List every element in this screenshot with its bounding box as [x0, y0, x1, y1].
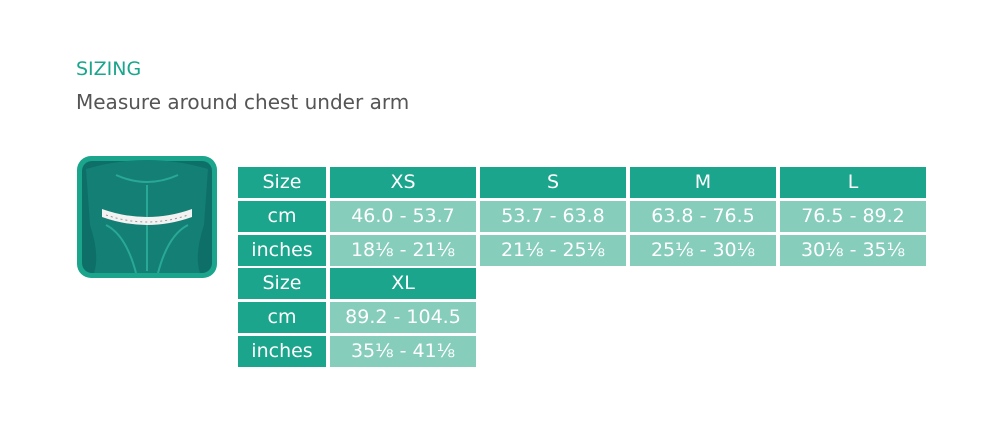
unit-cell: inches: [238, 336, 326, 367]
value-cell: 21⅛ - 25⅛: [480, 235, 626, 266]
header-cell: M: [630, 167, 776, 198]
header-cell: XL: [330, 268, 476, 299]
chest-icon: [77, 156, 217, 278]
tape-ticks: [105, 214, 189, 223]
tape: [102, 209, 192, 225]
value-cell: 89.2 - 104.5: [330, 302, 476, 333]
title: SIZING: [76, 58, 142, 80]
value-cell: 63.8 - 76.5: [630, 201, 776, 232]
header-cell: Size: [238, 268, 326, 299]
header-cell: L: [780, 167, 926, 198]
header-cell: S: [480, 167, 626, 198]
unit-cell: cm: [238, 302, 326, 333]
value-cell: 53.7 - 63.8: [480, 201, 626, 232]
header-cell: Size: [238, 167, 326, 198]
value-cell: 30⅛ - 35⅛: [780, 235, 926, 266]
unit-cell: cm: [238, 201, 326, 232]
header-cell: XS: [330, 167, 476, 198]
subtitle: Measure around chest under arm: [76, 90, 410, 114]
value-cell: 76.5 - 89.2: [780, 201, 926, 232]
value-cell: 25⅛ - 30⅛: [630, 235, 776, 266]
value-cell: 46.0 - 53.7: [330, 201, 476, 232]
torso-lines: [105, 174, 189, 274]
value-cell: 35⅛ - 41⅛: [330, 336, 476, 367]
unit-cell: inches: [238, 235, 326, 266]
value-cell: 18⅛ - 21⅛: [330, 235, 476, 266]
